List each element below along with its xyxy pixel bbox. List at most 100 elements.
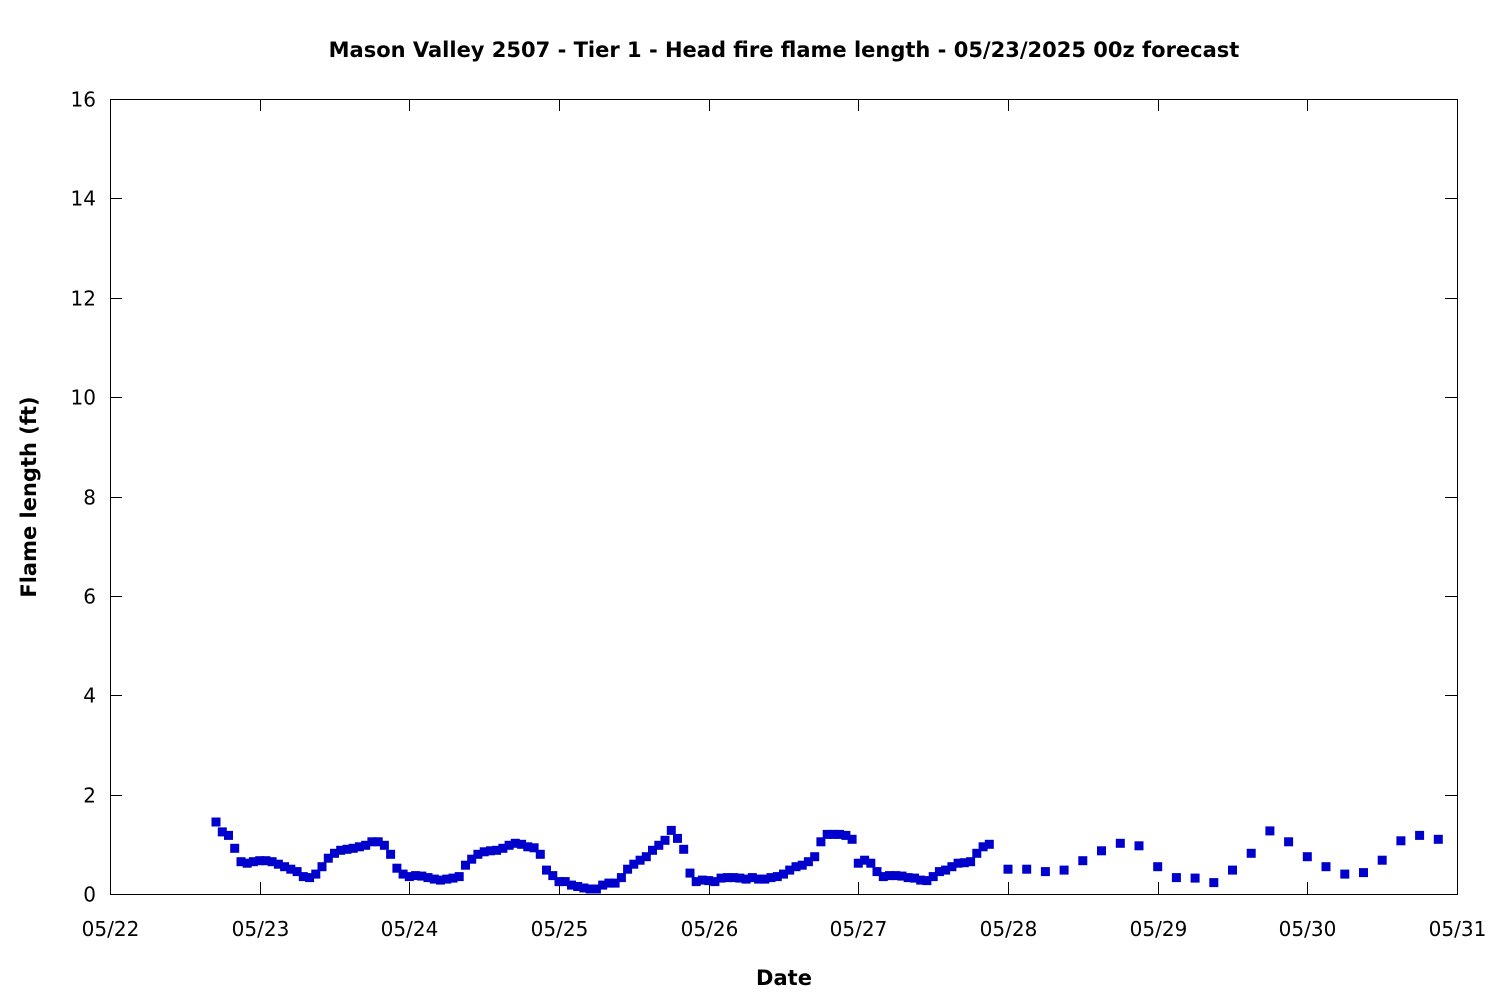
data-point xyxy=(872,867,882,877)
data-point xyxy=(666,825,676,835)
data-point xyxy=(1246,848,1256,858)
data-point xyxy=(1022,864,1032,874)
data-point xyxy=(567,880,576,890)
data-point xyxy=(548,871,558,881)
y-tick-label: 14 xyxy=(71,187,96,211)
data-point xyxy=(591,884,601,894)
data-point xyxy=(853,858,863,868)
data-point xyxy=(423,873,433,883)
data-point xyxy=(598,880,608,890)
data-point xyxy=(803,857,813,867)
data-point xyxy=(779,869,788,879)
data-point xyxy=(504,840,514,850)
data-point xyxy=(966,857,976,867)
data-point xyxy=(342,844,352,854)
x-tick-label: 05/23 xyxy=(232,917,290,941)
data-point xyxy=(560,877,570,887)
data-point xyxy=(554,877,564,887)
y-tick-label: 10 xyxy=(71,386,96,410)
data-point xyxy=(897,871,907,881)
data-point xyxy=(1190,873,1200,883)
data-point xyxy=(922,876,932,886)
x-tick-label: 05/26 xyxy=(681,917,739,941)
data-point xyxy=(585,884,595,894)
data-point xyxy=(336,845,346,855)
data-point xyxy=(679,844,689,854)
data-point xyxy=(885,871,894,881)
data-point xyxy=(479,847,489,857)
data-point xyxy=(311,869,321,879)
data-point xyxy=(722,873,732,883)
data-point xyxy=(1340,869,1350,879)
data-point xyxy=(978,842,988,852)
data-point xyxy=(673,833,682,843)
data-point xyxy=(841,830,851,840)
data-point xyxy=(691,877,701,887)
data-point xyxy=(610,878,620,888)
y-axis-label: Flame length (ft) xyxy=(17,396,41,597)
data-point xyxy=(398,869,408,879)
data-point xyxy=(373,837,383,847)
data-point xyxy=(660,835,670,845)
data-point xyxy=(529,843,539,853)
data-point xyxy=(1302,852,1312,862)
data-point xyxy=(386,849,396,859)
data-point xyxy=(367,837,377,847)
data-point xyxy=(492,845,502,855)
data-point xyxy=(267,857,277,867)
data-point xyxy=(641,852,651,862)
y-tick-label: 12 xyxy=(71,287,96,311)
data-point xyxy=(429,874,439,884)
data-point xyxy=(654,840,664,850)
data-point xyxy=(442,874,452,884)
x-ticks xyxy=(110,99,1458,894)
plot-area xyxy=(110,99,1458,895)
data-point xyxy=(461,860,470,870)
data-point xyxy=(710,877,720,887)
data-point xyxy=(1284,837,1294,847)
data-point xyxy=(754,874,764,884)
data-point xyxy=(1003,864,1013,874)
data-point xyxy=(542,865,551,875)
data-point xyxy=(766,873,776,883)
data-point xyxy=(454,872,464,882)
y-tick-label: 0 xyxy=(83,883,96,907)
data-point xyxy=(629,859,639,869)
data-point xyxy=(292,867,302,877)
data-point xyxy=(697,875,707,885)
data-point xyxy=(255,856,265,866)
data-point xyxy=(903,873,913,883)
data-point xyxy=(217,827,227,837)
x-tick-label: 05/28 xyxy=(980,917,1038,941)
data-point xyxy=(685,868,695,878)
data-point xyxy=(436,875,445,885)
data-point xyxy=(317,862,327,872)
data-point xyxy=(485,846,495,856)
data-point xyxy=(361,840,371,850)
data-point xyxy=(604,878,614,888)
data-point xyxy=(735,873,745,883)
data-point xyxy=(448,873,458,883)
data-point xyxy=(835,829,845,839)
data-point xyxy=(517,839,527,849)
data-point xyxy=(248,857,258,867)
x-tick-label: 05/25 xyxy=(531,917,589,941)
y-ticks xyxy=(110,99,1457,895)
y-tick-label: 4 xyxy=(83,684,96,708)
data-point xyxy=(1321,862,1331,872)
data-point xyxy=(1228,865,1237,875)
data-point xyxy=(760,874,770,884)
x-tick-label: 05/30 xyxy=(1279,917,1337,941)
x-tick-labels: 05/22 05/23 05/24 05/25 05/26 05/27 05/28 05/29… xyxy=(82,917,1487,941)
data-point xyxy=(1433,834,1443,844)
data-point xyxy=(791,862,801,872)
data-point xyxy=(1265,826,1275,836)
data-point xyxy=(916,875,926,885)
y-tick-label: 2 xyxy=(83,784,96,808)
data-point xyxy=(1415,830,1425,840)
data-point xyxy=(947,862,957,872)
data-point xyxy=(910,873,919,883)
data-point xyxy=(236,857,246,867)
data-point xyxy=(1134,841,1144,851)
data-point xyxy=(1059,865,1069,875)
